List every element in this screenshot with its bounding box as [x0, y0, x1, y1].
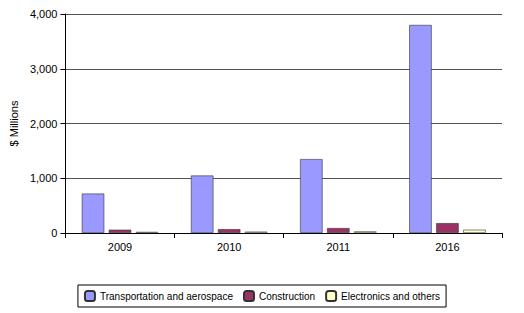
svg-text:2016: 2016 [435, 241, 459, 253]
svg-text:2,000: 2,000 [30, 118, 58, 130]
svg-text:2009: 2009 [108, 241, 132, 253]
svg-text:4,000: 4,000 [30, 8, 58, 20]
svg-text:$ Millions: $ Millions [8, 100, 20, 146]
svg-text:3,000: 3,000 [30, 63, 58, 75]
svg-text:Construction: Construction [259, 291, 315, 302]
svg-text:Transportation and aerospace: Transportation and aerospace [100, 291, 233, 302]
svg-text:1,000: 1,000 [30, 172, 58, 184]
svg-text:Electronics and others: Electronics and others [341, 291, 440, 302]
svg-text:2010: 2010 [217, 241, 241, 253]
svg-text:2011: 2011 [326, 241, 350, 253]
svg-text:0: 0 [51, 227, 57, 239]
